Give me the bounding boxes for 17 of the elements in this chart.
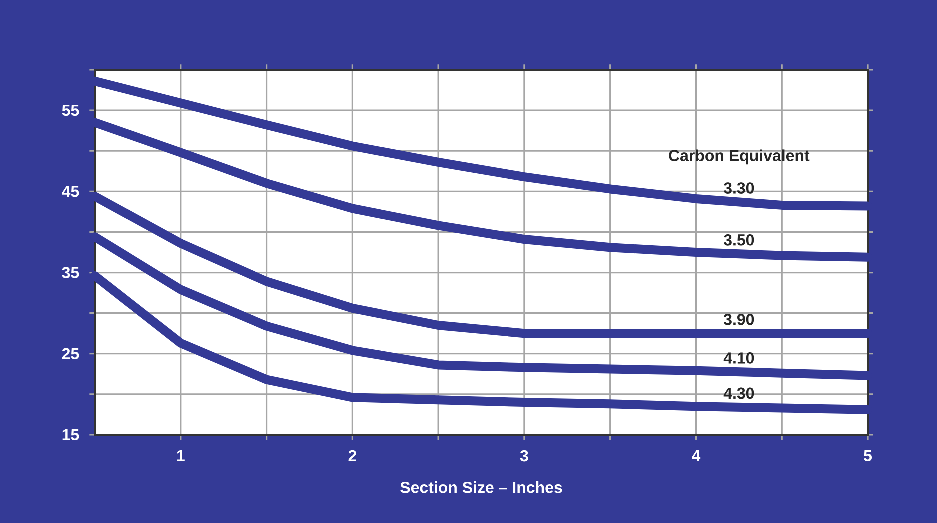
x-tick-label: 1: [177, 450, 185, 462]
x-tick-label: 5: [864, 450, 872, 462]
y-tick-label: 55: [62, 104, 80, 116]
x-tick-label: 4: [692, 450, 701, 462]
y-tick-label: 25: [62, 348, 80, 360]
legend-title: Carbon Equivalent: [669, 150, 810, 165]
y-tick-label: 35: [62, 267, 80, 278]
x-tick-label: 2: [348, 450, 356, 462]
series-label: 4.30: [724, 388, 754, 400]
y-tick-label: 15: [62, 429, 80, 441]
series-label: 3.30: [724, 182, 754, 194]
series-label: 3.50: [724, 234, 754, 246]
y-tick-label: 45: [62, 186, 80, 198]
series-label: 3.90: [724, 314, 754, 326]
x-tick-label: 3: [520, 450, 528, 462]
x-axis-title: Section Size – Inches: [400, 482, 562, 494]
series-label: 4.10: [724, 352, 754, 364]
